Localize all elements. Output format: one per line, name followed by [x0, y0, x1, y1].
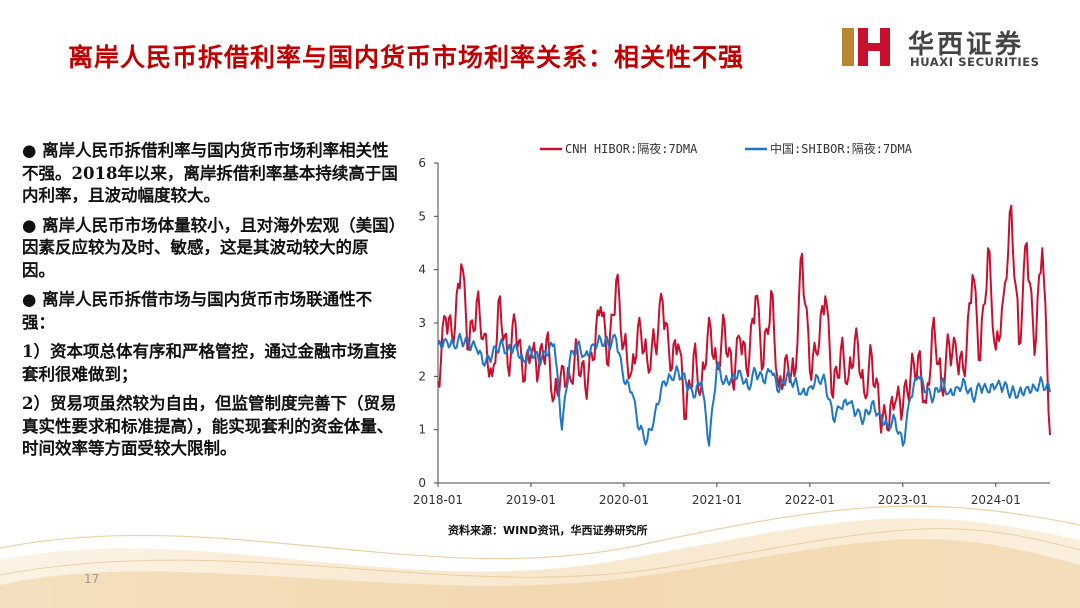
page-title: 离岸人民币拆借利率与国内货币市场利率关系：相关性不强 [68, 43, 745, 72]
y-tick-label: 0 [418, 476, 426, 490]
x-tick-label: 2022-01 [785, 493, 835, 507]
y-tick-label: 5 [418, 209, 426, 223]
body-text: ● 离岸人民币拆借利率与国内货币市场利率相关性不强。2018年以来，离岸拆借利率… [22, 140, 398, 468]
x-tick-label: 2021-01 [692, 493, 742, 507]
y-tick-label: 2 [418, 369, 426, 383]
legend-label-cnh: CNH HIBOR:隔夜:7DMA [565, 141, 698, 156]
y-tick-label: 6 [418, 156, 426, 170]
page-number: 17 [84, 572, 100, 586]
logo-english-name: HUAXI SECURITIES [910, 55, 1040, 69]
rate-comparison-chart: 0 1 2 3 4 5 6 2018-01 2019-01 2020-01 2021-01 2022-… [413, 141, 1051, 507]
x-tick-label: 2024-01 [971, 493, 1021, 507]
sub-point-2: 2）贸易项虽然较为自由，但监管制度完善下（贸易真实性要求和标准提高），能实现套利… [22, 394, 397, 458]
huaxi-logo-icon [842, 28, 890, 66]
y-tick-label: 1 [418, 423, 426, 437]
source-note: 资料来源：WIND资讯，华西证券研究所 [448, 524, 648, 537]
x-tick-label: 2023-01 [878, 493, 928, 507]
x-tick-label: 2019-01 [506, 493, 556, 507]
shibor-series-line [437, 332, 1051, 447]
bullet-point-1: ● 离岸人民币拆借利率与国内货币市场利率相关性不强。2018年以来，离岸拆借利率… [22, 141, 398, 205]
bullet-point-2: ● 离岸人民币市场体量较小，且对海外宏观（美国）因素反应较为及时、敏感，这是其波… [22, 215, 397, 280]
company-logo: 华西证券 HUAXI SECURITIES [842, 22, 1062, 74]
x-tick-label: 2018-01 [413, 493, 463, 507]
x-tick-label: 2020-01 [599, 493, 649, 507]
sub-point-1: 1）资本项总体有序和严格管控，通过金融市场直接套利很难做到； [22, 342, 397, 384]
y-tick-label: 3 [418, 316, 426, 330]
legend-label-shibor: 中国:SHIBOR:隔夜:7DMA [770, 141, 913, 156]
y-tick-label: 4 [418, 263, 426, 277]
bullet-point-3: ● 离岸人民币拆借市场与国内货币市场联通性不强： [22, 290, 373, 332]
cnh-hibor-series-line [437, 204, 1051, 436]
logo-chinese-name: 华西证券 [908, 30, 1025, 60]
